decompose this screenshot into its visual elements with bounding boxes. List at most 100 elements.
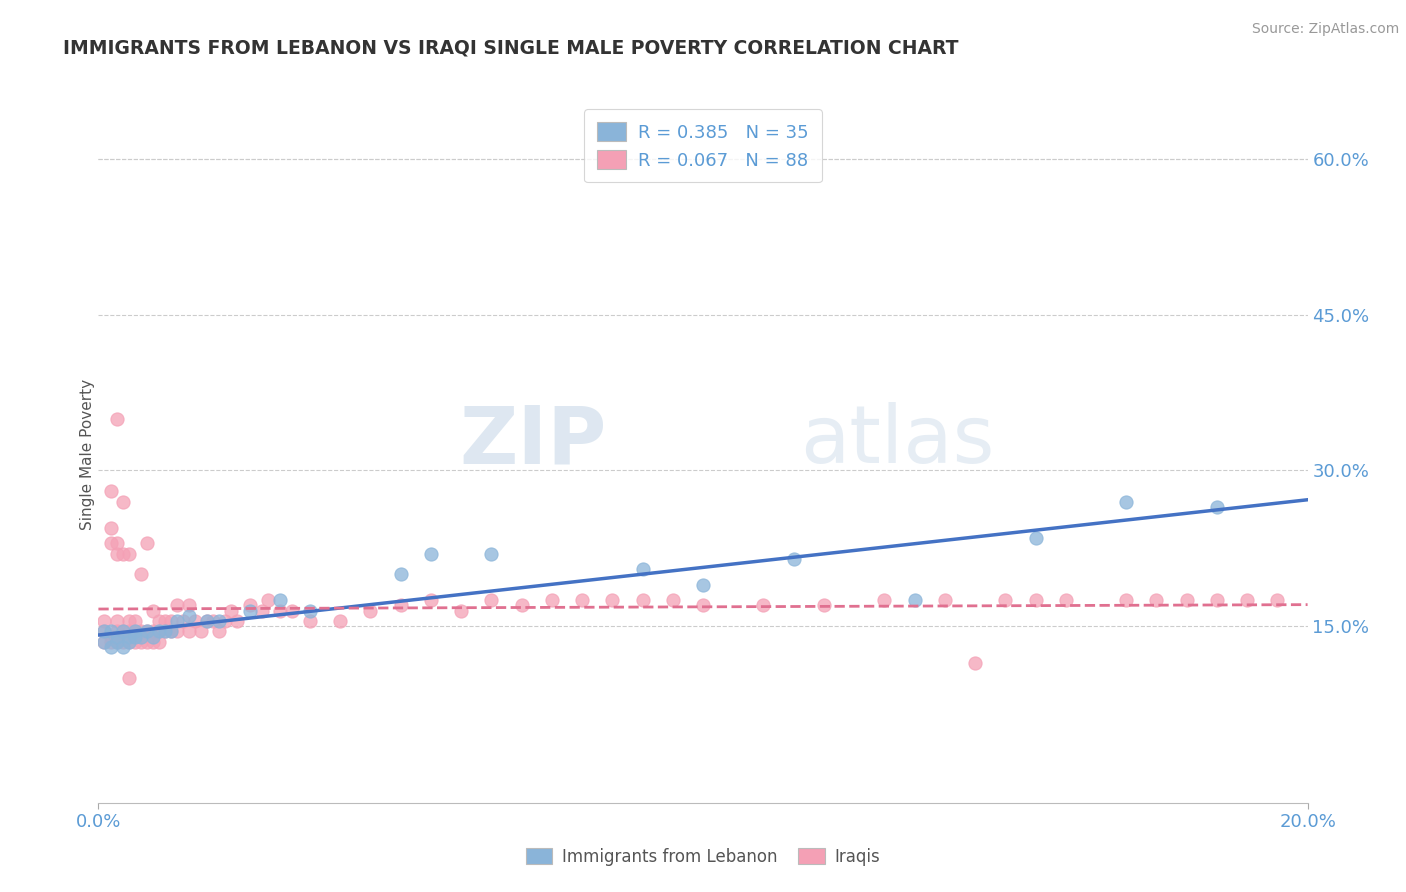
Point (93, 614, 115, 628)
Point (148, 635, 170, 649)
Point (105, 635, 128, 649)
Point (135, 624, 157, 639)
Point (135, 536, 157, 550)
Point (208, 614, 231, 628)
Point (281, 604, 304, 618)
Point (226, 614, 249, 628)
Point (111, 494, 134, 508)
Point (934, 593, 956, 607)
Point (221, 604, 243, 618)
Point (124, 624, 146, 639)
Point (662, 593, 685, 607)
Point (190, 624, 212, 639)
Point (602, 593, 624, 607)
Point (129, 630, 152, 644)
Point (965, 656, 987, 670)
Point (904, 593, 927, 607)
Point (153, 614, 176, 628)
Point (239, 604, 262, 618)
Point (166, 599, 188, 613)
Point (148, 624, 170, 639)
Point (269, 604, 291, 618)
Point (105, 630, 128, 644)
Text: atlas: atlas (800, 402, 994, 480)
Point (571, 593, 593, 607)
Point (111, 547, 134, 561)
Point (118, 630, 141, 644)
Point (166, 614, 188, 628)
Point (299, 614, 322, 628)
Point (1206, 500, 1229, 514)
Point (873, 593, 896, 607)
Point (269, 593, 291, 607)
Point (111, 640, 134, 654)
Point (118, 671, 141, 685)
Point (631, 593, 654, 607)
Point (142, 635, 165, 649)
Point (1175, 593, 1198, 607)
Point (481, 547, 503, 561)
Point (124, 624, 146, 639)
Point (148, 614, 170, 628)
Text: Source: ZipAtlas.com: Source: ZipAtlas.com (1251, 22, 1399, 37)
Point (208, 624, 231, 639)
Point (214, 614, 236, 628)
Point (179, 624, 201, 639)
Point (118, 635, 141, 649)
Point (195, 614, 218, 628)
Point (100, 520, 122, 534)
Point (1206, 593, 1229, 607)
Point (631, 562, 654, 576)
Point (124, 614, 146, 628)
Point (111, 635, 134, 649)
Point (129, 567, 152, 582)
Point (481, 593, 503, 607)
Point (105, 536, 128, 550)
Point (1024, 531, 1046, 545)
Point (1144, 593, 1167, 607)
Point (1267, 593, 1289, 607)
Point (179, 599, 201, 613)
Point (420, 547, 443, 561)
Point (118, 635, 141, 649)
Point (142, 604, 165, 618)
Point (160, 614, 183, 628)
Point (160, 624, 183, 639)
Point (105, 614, 128, 628)
Point (256, 593, 278, 607)
Point (692, 599, 714, 613)
Point (105, 635, 128, 649)
Point (184, 614, 207, 628)
Point (100, 630, 122, 644)
Point (540, 593, 562, 607)
Point (153, 624, 176, 639)
Point (239, 599, 262, 613)
Point (105, 547, 128, 561)
Point (135, 635, 157, 649)
Point (135, 624, 157, 639)
Point (389, 567, 412, 582)
Point (105, 624, 128, 639)
Point (105, 411, 128, 425)
Point (118, 624, 141, 639)
Point (389, 599, 412, 613)
Point (153, 624, 176, 639)
Point (510, 599, 533, 613)
Point (299, 604, 322, 618)
Point (93, 635, 115, 649)
Point (142, 630, 165, 644)
Point (329, 614, 352, 628)
Point (129, 635, 152, 649)
Point (111, 624, 134, 639)
Point (420, 593, 443, 607)
Point (124, 635, 146, 649)
Point (100, 624, 122, 639)
Point (250, 604, 273, 618)
Point (166, 624, 188, 639)
Legend: Immigrants from Lebanon, Iraqis: Immigrants from Lebanon, Iraqis (517, 839, 889, 874)
Point (124, 630, 146, 644)
Point (93, 624, 115, 639)
Point (129, 624, 152, 639)
Point (1054, 593, 1077, 607)
Point (195, 614, 218, 628)
